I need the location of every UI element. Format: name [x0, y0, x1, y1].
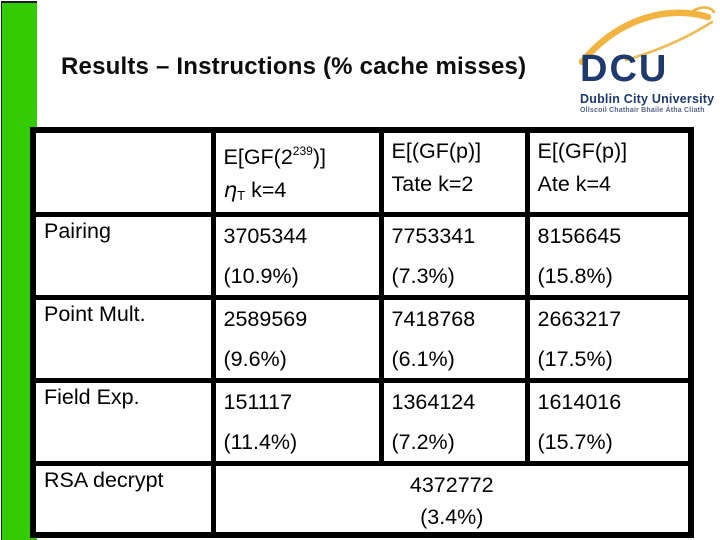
data-cell: 7753341 (7.3%) [378, 212, 530, 300]
header-line1: E[(GF(p)] [391, 139, 482, 163]
logo-acronym: DCU [580, 48, 669, 90]
eta-symbol: η [223, 178, 238, 203]
cell-value: 8156645 [537, 224, 622, 248]
row-label: Point Mult. [30, 295, 216, 383]
cell-value: 4372772 [409, 473, 494, 497]
data-cell: 1614016 (15.7%) [524, 378, 694, 466]
cell-value: 7418768 [391, 307, 476, 331]
header-cell-tate: E[(GF(p)] Tate k=2 [378, 127, 530, 217]
row-label: Field Exp. [30, 378, 216, 466]
dcu-logo: DCU Dublin City University Ollscoil Chat… [572, 2, 718, 114]
table-row-field-exp: Field Exp. 151117 (11.4%) 1364124 (7.2%)… [30, 378, 694, 466]
data-cell: 2589569 (9.6%) [210, 295, 384, 383]
superscript: 239 [292, 144, 313, 158]
swoosh-icon [578, 6, 716, 66]
cell-percent: (6.1%) [391, 347, 455, 371]
data-cell: 3705344 (10.9%) [210, 212, 384, 300]
table-row-rsa-decrypt: RSA decrypt 4372772 (3.4%) [30, 461, 694, 538]
table-row-pairing: Pairing 3705344 (10.9%) 7753341 (7.3%) 8… [30, 212, 694, 300]
cell-percent: (17.5%) [537, 347, 613, 371]
page-title: Results – Instructions (% cache misses) [61, 53, 527, 80]
cell-percent: (7.2%) [391, 430, 455, 454]
data-cell-merged: 4372772 (3.4%) [210, 461, 694, 538]
cell-value: 2663217 [537, 307, 622, 331]
row-label: Pairing [30, 212, 216, 300]
logo-name-irish: Ollscoil Chathair Bhaile Átha Cliath [580, 107, 705, 114]
cell-value: 151117 [223, 390, 293, 414]
data-cell: 1364124 (7.2%) [378, 378, 530, 466]
logo-name: Dublin City University [580, 92, 715, 106]
cell-value: 2589569 [223, 307, 308, 331]
row-label: RSA decrypt [30, 461, 216, 538]
cell-percent: (9.6%) [223, 347, 287, 371]
cell-value: 7753341 [391, 224, 476, 248]
data-cell: 8156645 (15.8%) [524, 212, 694, 300]
cell-percent: (11.4%) [223, 430, 298, 454]
data-cell: 151117 (11.4%) [210, 378, 384, 466]
subscript: T [237, 188, 246, 203]
results-table-wrap: E[GF(2239)] ηT k=4 E[(GF(p)] Tate k=2 E[… [30, 127, 694, 538]
cell-percent: (7.3%) [391, 264, 455, 288]
header-line2: Tate k=2 [391, 172, 474, 196]
header-cell-ate: E[(GF(p)] Ate k=4 [524, 127, 694, 217]
data-cell: 7418768 (6.1%) [378, 295, 530, 383]
cell-percent: (3.4%) [420, 505, 484, 529]
cell-percent: (15.7%) [537, 430, 613, 454]
header-line1: E[GF(2239)] [223, 144, 326, 169]
header-row: E[GF(2239)] ηT k=4 E[(GF(p)] Tate k=2 E[… [30, 127, 694, 217]
cell-value: 3705344 [223, 224, 308, 248]
cell-value: 1614016 [537, 390, 622, 414]
header-line2: Ate k=4 [537, 172, 612, 196]
header-line1: E[(GF(p)] [537, 139, 628, 163]
cell-value: 1364124 [391, 390, 476, 414]
cell-percent: (15.8%) [537, 264, 613, 288]
results-table: E[GF(2239)] ηT k=4 E[(GF(p)] Tate k=2 E[… [30, 127, 694, 538]
cell-percent: (10.9%) [223, 264, 299, 288]
header-cell-eta: E[GF(2239)] ηT k=4 [210, 127, 384, 217]
table-row-point-mult: Point Mult. 2589569 (9.6%) 7418768 (6.1%… [30, 295, 694, 383]
header-empty-cell [30, 127, 216, 217]
data-cell: 2663217 (17.5%) [524, 295, 694, 383]
header-line2: ηT k=4 [223, 178, 287, 203]
